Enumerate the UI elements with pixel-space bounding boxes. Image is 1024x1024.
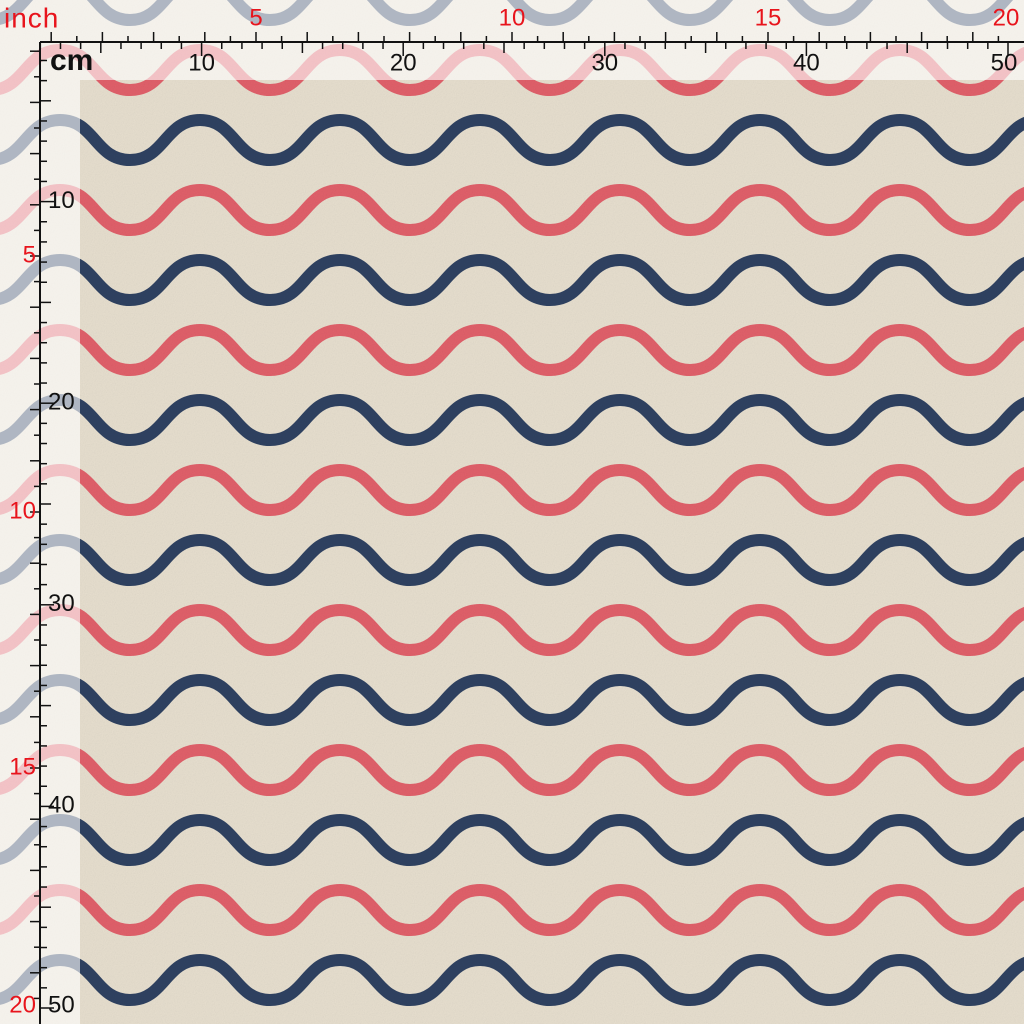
ruler-ticks: 5 10 15 20 10 20 30 40 50 5 10 15 20 10 20 30 40 50 (9, 4, 1019, 1018)
inch-label: 15 (755, 4, 782, 31)
cm-label: 10 (48, 187, 75, 214)
ruler-overlay (80, 0, 1024, 80)
inch-label: 10 (499, 4, 526, 31)
inch-label: 20 (993, 4, 1020, 31)
unit-inch: inch (4, 2, 59, 33)
unit-cm: cm (50, 44, 93, 77)
inch-label: 5 (23, 241, 36, 268)
cm-label: 40 (48, 792, 75, 819)
inch-label: 10 (9, 497, 36, 524)
cm-label: 50 (48, 991, 75, 1018)
cm-label: 50 (991, 49, 1018, 76)
inch-label: 20 (9, 991, 36, 1018)
cm-label: 40 (793, 49, 820, 76)
inch-label: 15 (9, 753, 36, 780)
cm-label: 30 (591, 49, 618, 76)
cm-label: 30 (48, 590, 75, 617)
cm-label: 20 (390, 49, 417, 76)
inch-label: 5 (249, 4, 262, 31)
cm-label: 20 (48, 389, 75, 416)
cm-label: 10 (188, 49, 215, 76)
